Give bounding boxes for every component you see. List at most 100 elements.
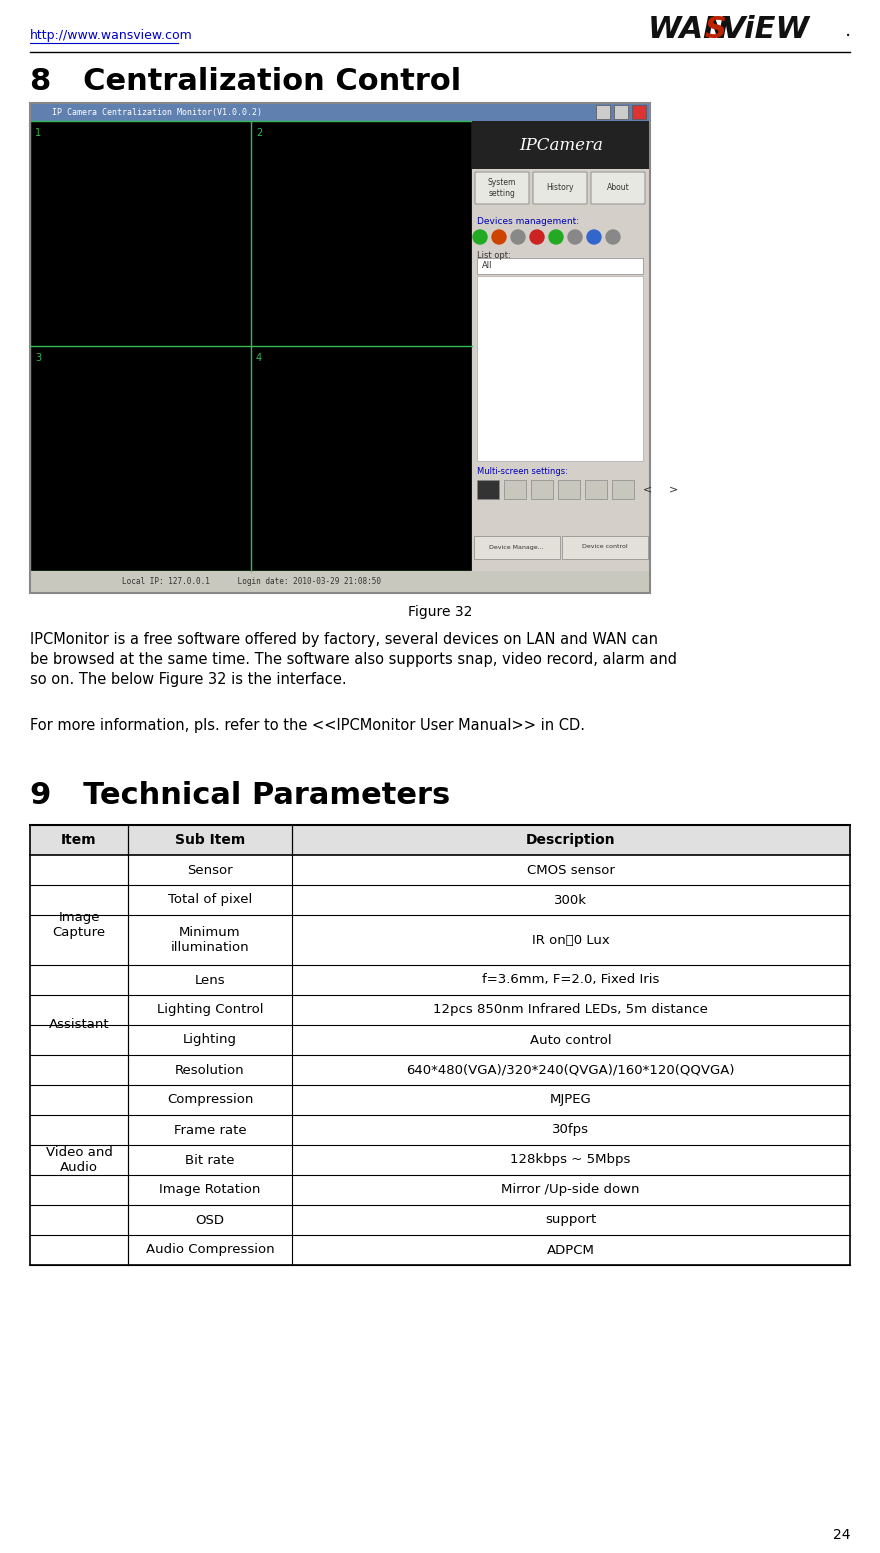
Text: Minimum
illumination: Minimum illumination xyxy=(171,926,249,954)
Text: Lens: Lens xyxy=(194,974,225,986)
Bar xyxy=(585,480,607,499)
Text: 4: 4 xyxy=(256,353,262,363)
FancyBboxPatch shape xyxy=(591,172,645,203)
Text: 128kbps ~ 5Mbps: 128kbps ~ 5Mbps xyxy=(510,1154,631,1166)
Circle shape xyxy=(473,230,487,244)
Circle shape xyxy=(587,230,601,244)
Text: 300k: 300k xyxy=(554,893,587,907)
Text: Total of pixel: Total of pixel xyxy=(168,893,253,907)
Bar xyxy=(612,480,634,499)
Bar xyxy=(614,106,628,120)
Bar xyxy=(472,121,650,169)
Bar xyxy=(30,1086,850,1115)
Text: Frame rate: Frame rate xyxy=(173,1123,246,1137)
Bar xyxy=(30,1054,128,1266)
Text: Assistant: Assistant xyxy=(48,1019,109,1031)
Text: 2: 2 xyxy=(256,127,262,138)
Text: History: History xyxy=(546,183,574,193)
Bar xyxy=(477,276,643,461)
Text: 1: 1 xyxy=(35,127,41,138)
Text: Device control: Device control xyxy=(583,545,627,550)
Text: IP Camera Centralization Monitor(V1.0.0.2): IP Camera Centralization Monitor(V1.0.0.… xyxy=(52,109,262,118)
Bar xyxy=(30,1025,850,1054)
FancyBboxPatch shape xyxy=(533,172,587,203)
Circle shape xyxy=(568,230,582,244)
Text: 3: 3 xyxy=(35,353,41,363)
Text: S: S xyxy=(705,16,727,45)
Text: support: support xyxy=(545,1213,596,1227)
Bar xyxy=(558,480,580,499)
Text: Lighting: Lighting xyxy=(183,1033,237,1047)
Text: 640*480(VGA)/320*240(QVGA)/160*120(QQVGA): 640*480(VGA)/320*240(QVGA)/160*120(QQVGA… xyxy=(407,1064,735,1076)
Bar xyxy=(30,995,850,1025)
Text: so on. The below Figure 32 is the interface.: so on. The below Figure 32 is the interf… xyxy=(30,672,347,686)
Text: List opt:: List opt: xyxy=(477,252,510,261)
Bar xyxy=(30,1235,850,1266)
Text: ViEW: ViEW xyxy=(722,16,810,45)
Text: About: About xyxy=(606,183,629,193)
Bar xyxy=(30,102,650,593)
Bar xyxy=(30,964,850,995)
Text: .: . xyxy=(845,20,851,39)
Text: OSD: OSD xyxy=(195,1213,224,1227)
Bar xyxy=(30,572,650,593)
Circle shape xyxy=(549,230,563,244)
Text: All: All xyxy=(482,261,493,270)
Text: Compression: Compression xyxy=(167,1093,253,1106)
Text: 24: 24 xyxy=(832,1528,850,1542)
Text: f=3.6mm, F=2.0, Fixed Iris: f=3.6mm, F=2.0, Fixed Iris xyxy=(482,974,659,986)
Bar xyxy=(531,480,553,499)
Text: Mirror /Up-side down: Mirror /Up-side down xyxy=(502,1183,640,1196)
Bar xyxy=(30,102,650,121)
Text: IPCamera: IPCamera xyxy=(519,137,603,154)
Text: Item: Item xyxy=(62,832,97,846)
Text: 12pcs 850nm Infrared LEDs, 5m distance: 12pcs 850nm Infrared LEDs, 5m distance xyxy=(433,1003,708,1017)
Text: Figure 32: Figure 32 xyxy=(407,606,473,620)
Text: be browsed at the same time. The software also supports snap, video record, alar: be browsed at the same time. The softwar… xyxy=(30,652,677,666)
Text: Multi-screen settings:: Multi-screen settings: xyxy=(477,466,568,475)
Bar xyxy=(30,885,850,915)
Text: For more information, pls. refer to the <<IPCMonitor User Manual>> in CD.: For more information, pls. refer to the … xyxy=(30,717,585,733)
Bar xyxy=(474,536,560,559)
Bar xyxy=(562,536,648,559)
Bar xyxy=(30,1054,850,1086)
Text: Auto control: Auto control xyxy=(530,1033,612,1047)
Text: Sub Item: Sub Item xyxy=(175,832,246,846)
Text: WAN: WAN xyxy=(648,16,730,45)
Bar xyxy=(30,1176,850,1205)
Bar xyxy=(30,856,128,995)
Bar xyxy=(30,121,472,572)
Bar xyxy=(30,995,128,1054)
Text: 9   Technical Parameters: 9 Technical Parameters xyxy=(30,781,451,809)
Bar xyxy=(30,915,850,964)
Text: IPCMonitor is a free software offered by factory, several devices on LAN and WAN: IPCMonitor is a free software offered by… xyxy=(30,632,658,648)
Circle shape xyxy=(492,230,506,244)
Bar xyxy=(30,825,850,856)
Bar xyxy=(30,1115,850,1145)
Text: System
setting: System setting xyxy=(488,179,517,197)
Bar xyxy=(477,258,643,273)
Text: 8   Centralization Control: 8 Centralization Control xyxy=(30,67,461,96)
FancyBboxPatch shape xyxy=(475,172,529,203)
Text: Devices management:: Devices management: xyxy=(477,216,579,225)
Circle shape xyxy=(606,230,620,244)
Text: ADPCM: ADPCM xyxy=(546,1244,594,1256)
Text: Device Manage...: Device Manage... xyxy=(488,545,543,550)
Text: Video and
Audio: Video and Audio xyxy=(46,1146,113,1174)
Text: >: > xyxy=(670,485,678,494)
Text: Image Rotation: Image Rotation xyxy=(159,1183,260,1196)
Bar xyxy=(472,121,650,572)
Text: IR on，0 Lux: IR on，0 Lux xyxy=(532,933,609,946)
Bar xyxy=(632,106,646,120)
Bar xyxy=(30,1145,850,1176)
Bar xyxy=(30,856,850,885)
Text: 30fps: 30fps xyxy=(552,1123,589,1137)
Text: http://www.wansview.com: http://www.wansview.com xyxy=(30,28,193,42)
Bar xyxy=(477,480,499,499)
Text: Sensor: Sensor xyxy=(187,863,233,876)
Text: Local IP: 127.0.0.1      Login date: 2010-03-29 21:08:50: Local IP: 127.0.0.1 Login date: 2010-03-… xyxy=(121,578,380,587)
Text: <: < xyxy=(642,485,651,494)
Circle shape xyxy=(530,230,544,244)
Text: CMOS sensor: CMOS sensor xyxy=(526,863,614,876)
Text: Resolution: Resolution xyxy=(175,1064,245,1076)
